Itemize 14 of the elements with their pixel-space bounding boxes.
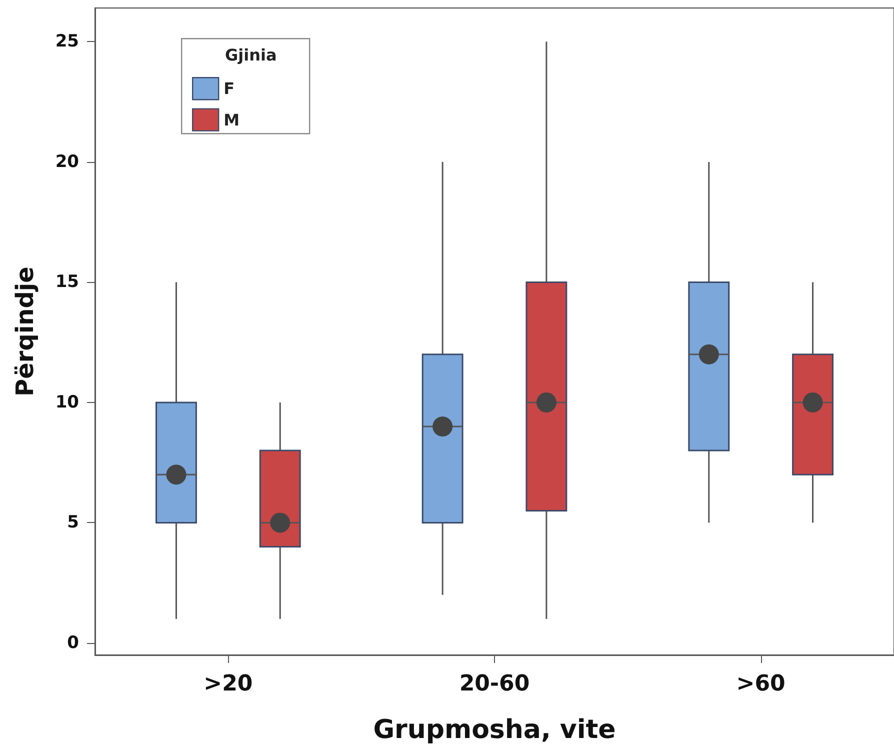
y-tick-label: 15: [55, 272, 79, 292]
x-axis-title: Grupmosha, vite: [373, 715, 616, 745]
legend-title: Gjinia: [225, 46, 277, 64]
y-axis-title: Përqindje: [11, 266, 39, 396]
legend-label: M: [224, 110, 240, 130]
y-tick-label: 25: [55, 32, 79, 52]
legend-label: F: [224, 79, 235, 98]
x-tick-label: >20: [204, 672, 253, 696]
y-tick-label: 20: [55, 152, 80, 172]
y-tick-label: 5: [67, 512, 79, 533]
x-tick-label: >60: [736, 672, 786, 696]
x-tick-label: 20-60: [459, 672, 530, 696]
y-tick-label: 0: [67, 632, 80, 653]
y-tick-label: 10: [55, 392, 80, 412]
